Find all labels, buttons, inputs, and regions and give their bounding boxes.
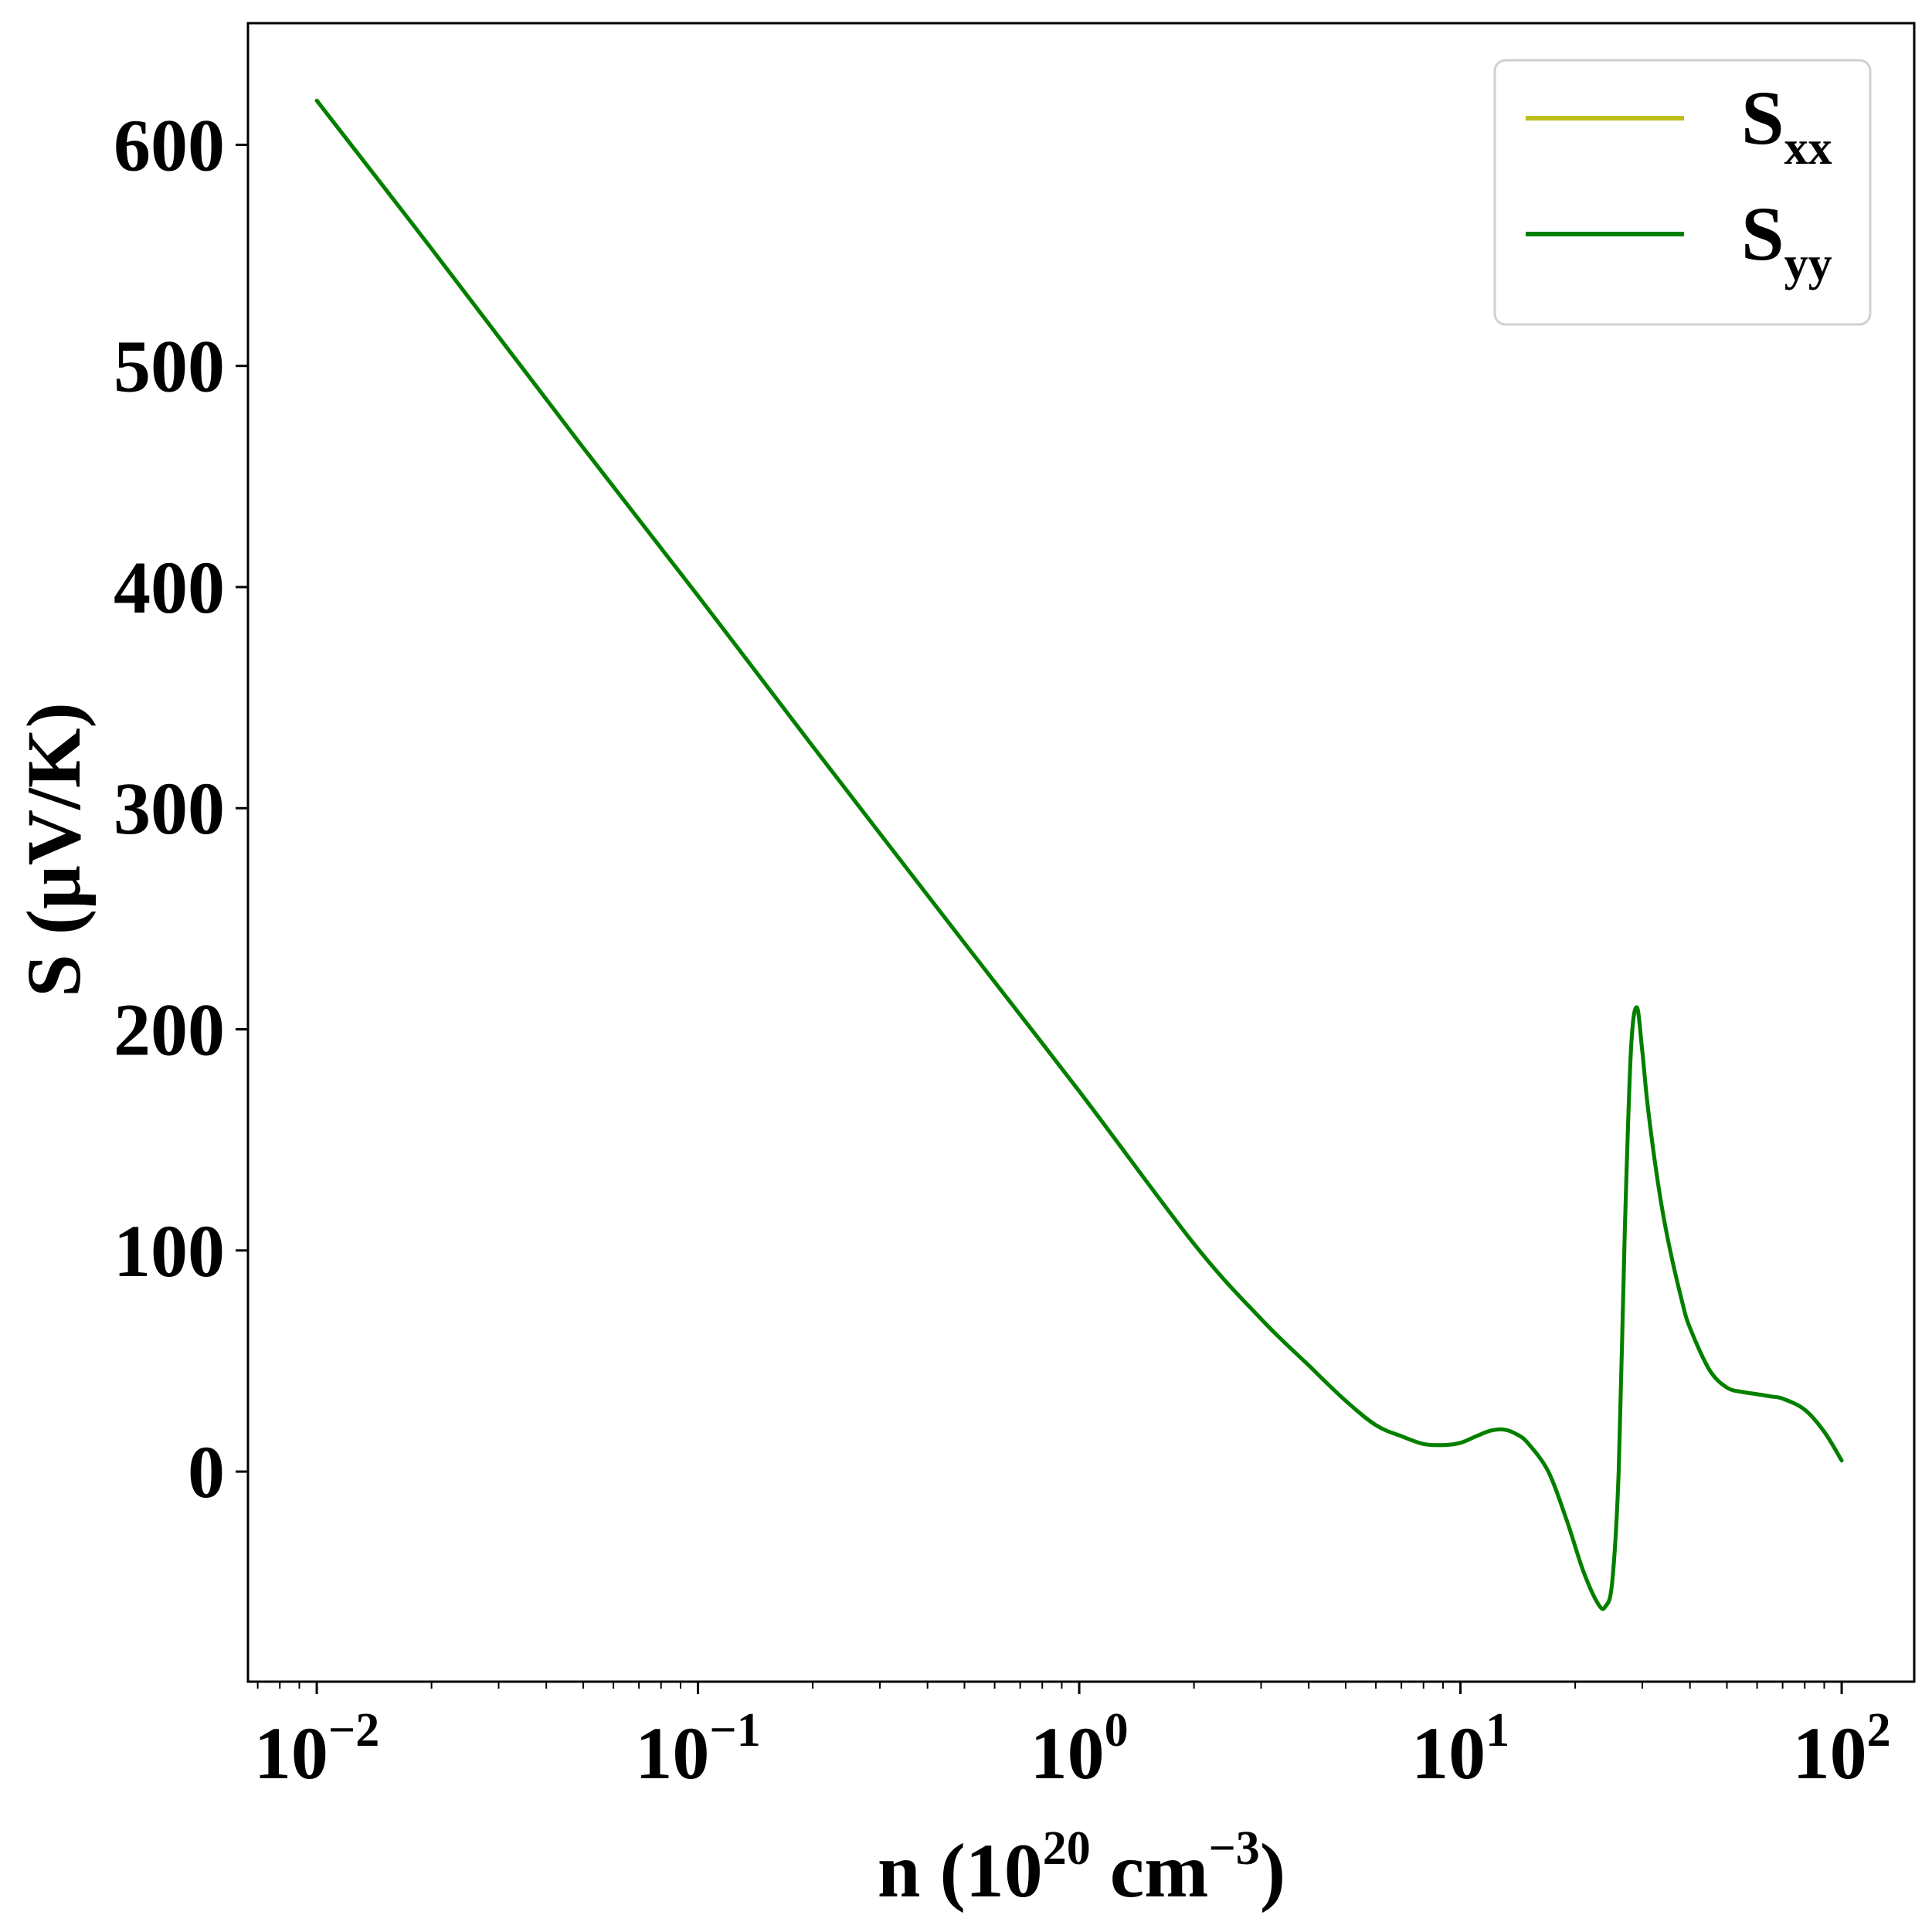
plot-frame: [246, 22, 1916, 1683]
x-tick-label: 102: [1793, 1704, 1891, 1794]
x-axis-label: n (1020 cm−3): [878, 1822, 1285, 1913]
y-tick-label: 500: [114, 325, 225, 408]
x-tick-label: 101: [1411, 1704, 1509, 1794]
legend: Sxx Syy: [1493, 59, 1872, 326]
y-tick-label: 600: [114, 104, 225, 186]
y-tick-label: 0: [188, 1431, 225, 1513]
legend-label-sxx: Sxx: [1741, 75, 1832, 175]
x-tick-label: 10−2: [254, 1704, 379, 1794]
x-tick-label: 10−1: [635, 1704, 760, 1794]
y-tick-label: 100: [114, 1210, 225, 1292]
y-tick-label: 300: [114, 767, 225, 850]
legend-box: [1493, 59, 1872, 326]
x-axis: 10−2 10−1 100 101 102: [254, 1682, 1891, 1794]
series-layer: [314, 98, 1844, 1611]
x-tick-label: 100: [1031, 1704, 1129, 1794]
series-line-syy: [314, 98, 1844, 1611]
y-axis: 0 100 200 300 400 500 600: [114, 104, 248, 1513]
y-tick-label: 400: [114, 546, 225, 629]
y-tick-label: 200: [114, 989, 225, 1071]
legend-label-syy: Syy: [1741, 191, 1832, 290]
y-axis-label: S (μV/K): [11, 702, 97, 997]
